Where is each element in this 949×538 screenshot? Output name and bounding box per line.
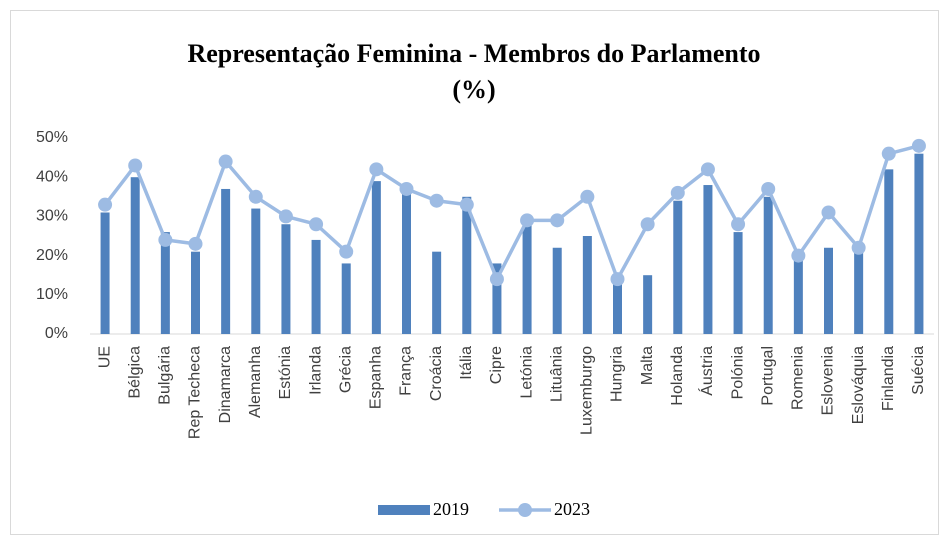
chart-title: Representação Feminina - Membros do Parl… bbox=[187, 39, 761, 104]
legend-label: 2019 bbox=[433, 499, 469, 519]
x-tick-label: Cipre bbox=[488, 346, 505, 384]
x-tick-label: Alemanha bbox=[247, 346, 264, 418]
bar bbox=[251, 208, 261, 334]
y-tick-label: 0% bbox=[45, 325, 68, 342]
marker bbox=[670, 185, 685, 200]
bar bbox=[763, 196, 773, 334]
bar bbox=[884, 169, 894, 334]
bar bbox=[914, 153, 924, 334]
bar bbox=[793, 259, 803, 334]
x-tick-label: Letónia bbox=[518, 346, 535, 399]
bar bbox=[221, 188, 231, 334]
bar bbox=[191, 251, 200, 334]
marker bbox=[791, 248, 806, 263]
marker bbox=[188, 236, 203, 251]
bar bbox=[643, 275, 653, 334]
bar bbox=[432, 251, 442, 334]
marker bbox=[700, 162, 715, 177]
marker bbox=[309, 217, 324, 232]
bar bbox=[733, 232, 743, 334]
legend-marker bbox=[518, 503, 532, 517]
bar bbox=[552, 247, 562, 334]
bar bbox=[160, 232, 170, 334]
bar bbox=[492, 263, 502, 334]
marker bbox=[98, 197, 113, 212]
bar bbox=[703, 185, 713, 334]
marker bbox=[821, 205, 836, 220]
x-tick-label: Hungria bbox=[609, 346, 626, 402]
bar bbox=[130, 177, 140, 334]
marker bbox=[489, 272, 504, 287]
y-tick-label: 20% bbox=[36, 247, 68, 264]
x-tick-label: Áustria bbox=[697, 346, 716, 396]
marker bbox=[128, 158, 143, 173]
marker bbox=[248, 189, 263, 204]
x-tick-label: Finlandia bbox=[880, 346, 897, 411]
marker bbox=[158, 232, 173, 247]
legend-swatch bbox=[378, 505, 430, 515]
legend-label: 2023 bbox=[554, 499, 590, 519]
x-tick-label: Dinamarca bbox=[217, 346, 234, 423]
bar bbox=[281, 224, 291, 334]
bar bbox=[582, 236, 592, 334]
chart-border bbox=[10, 10, 939, 535]
x-tick-label: Croácia bbox=[428, 346, 445, 401]
x-tick-label: França bbox=[398, 346, 415, 396]
y-tick-label: 40% bbox=[36, 168, 68, 185]
bar bbox=[402, 192, 411, 334]
line bbox=[103, 144, 920, 281]
marker bbox=[339, 244, 354, 259]
marker bbox=[640, 217, 655, 232]
y-tick-label: 10% bbox=[36, 286, 68, 303]
marker bbox=[459, 197, 474, 212]
x-tick-label: Suécia bbox=[910, 346, 927, 395]
bar bbox=[462, 196, 472, 334]
bar bbox=[613, 283, 622, 334]
x-tick-label: Itália bbox=[458, 346, 475, 380]
marker bbox=[610, 272, 625, 287]
bar bbox=[341, 263, 351, 334]
x-tick-label: Portugal bbox=[759, 346, 776, 406]
bar bbox=[673, 200, 683, 334]
marker bbox=[851, 240, 866, 255]
bar bbox=[371, 181, 381, 334]
x-tick-label: Eslovenia bbox=[820, 346, 837, 415]
x-tick-label: Polónia bbox=[729, 346, 746, 399]
bar bbox=[100, 212, 110, 334]
x-tick-label: Estónia bbox=[277, 346, 294, 399]
x-tick-label: Luxemburgo bbox=[579, 346, 596, 435]
x-tick-label: Romenia bbox=[790, 346, 807, 410]
marker bbox=[520, 213, 535, 228]
bar bbox=[854, 251, 864, 334]
x-tick-label: Irlanda bbox=[307, 346, 324, 395]
marker bbox=[731, 217, 746, 232]
x-tick-label: UE bbox=[96, 346, 113, 368]
marker bbox=[399, 181, 414, 196]
x-tick-label: Bélgica bbox=[126, 346, 143, 399]
x-tick-label: Lituânia bbox=[548, 346, 565, 402]
marker bbox=[218, 154, 233, 169]
x-tick-label: Grécia bbox=[337, 346, 354, 393]
bar bbox=[311, 239, 321, 334]
y-tick-label: 50% bbox=[36, 129, 68, 146]
bar bbox=[824, 247, 833, 334]
marker bbox=[911, 138, 926, 153]
marker bbox=[369, 162, 384, 177]
bar bbox=[522, 224, 532, 334]
x-tick-label: Bulgária bbox=[157, 346, 174, 405]
marker bbox=[761, 181, 776, 196]
y-tick-label: 30% bbox=[36, 208, 68, 225]
marker bbox=[881, 146, 896, 161]
marker bbox=[550, 213, 565, 228]
marker bbox=[429, 193, 444, 208]
x-tick-label: Malta bbox=[639, 346, 656, 385]
marker bbox=[278, 209, 293, 224]
x-tick-label: Espanha bbox=[368, 346, 385, 409]
x-tick-label: Holanda bbox=[669, 346, 686, 406]
marker bbox=[580, 189, 595, 204]
x-tick-label: Eslováquia bbox=[850, 346, 867, 424]
x-tick-label: Rep Techeca bbox=[187, 346, 204, 439]
